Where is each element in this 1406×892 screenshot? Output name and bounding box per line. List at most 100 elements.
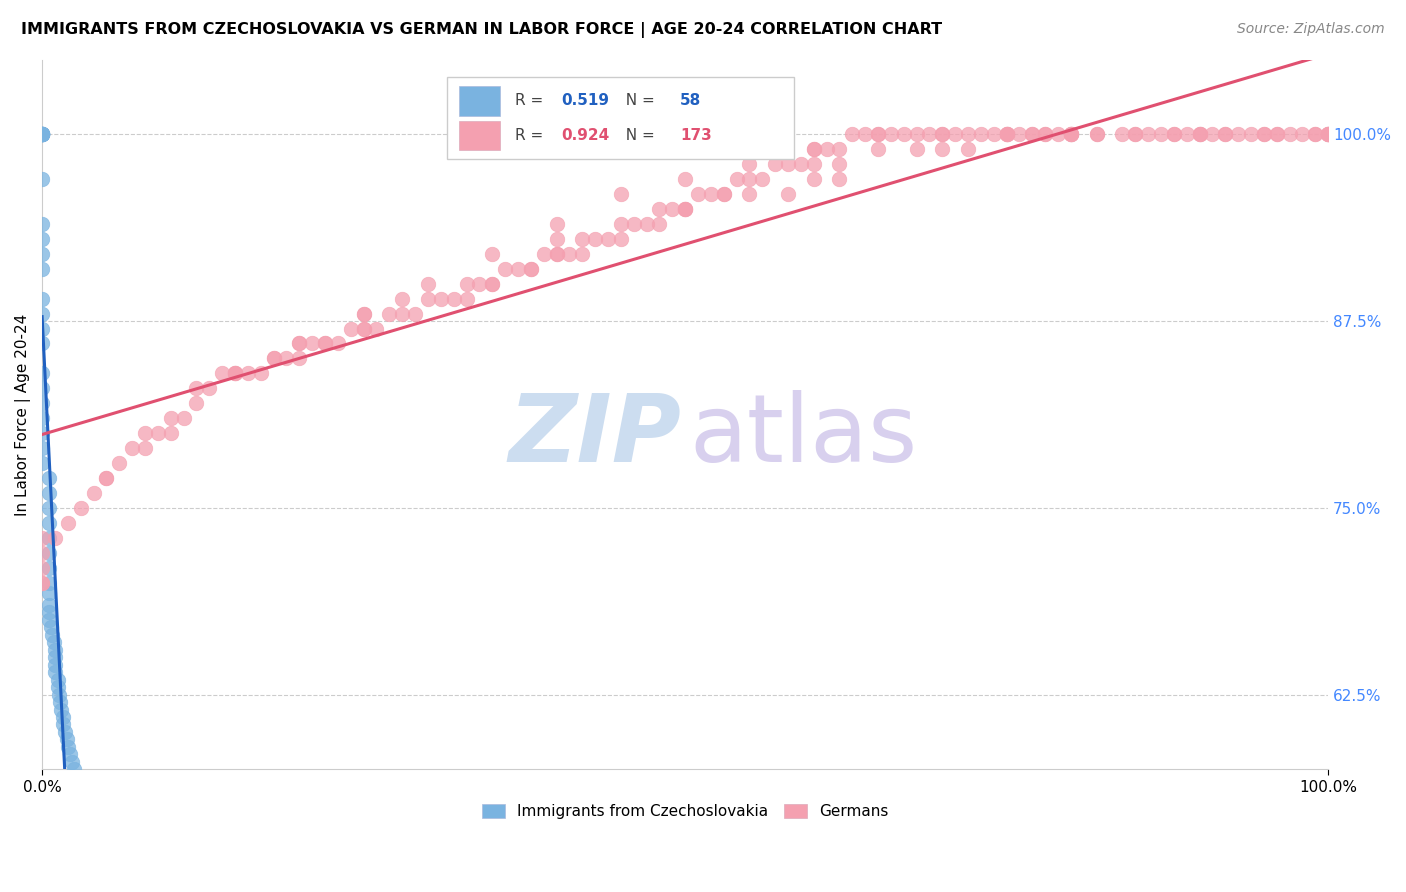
Point — [31, 128, 53, 142]
Point — [159, 411, 181, 425]
Text: ZIP: ZIP — [509, 390, 682, 482]
Point — [686, 187, 709, 202]
Text: Source: ZipAtlas.com: Source: ZipAtlas.com — [1237, 22, 1385, 37]
Point — [725, 172, 748, 186]
Point — [1021, 128, 1043, 142]
Point — [481, 277, 503, 291]
Point — [995, 128, 1018, 142]
Point — [673, 202, 696, 216]
Point — [1265, 128, 1288, 142]
Point — [957, 128, 980, 142]
Point — [506, 261, 529, 276]
Point — [263, 351, 285, 366]
Point — [1213, 128, 1236, 142]
Point — [1008, 128, 1031, 142]
Point — [49, 695, 72, 709]
Point — [1188, 128, 1211, 142]
Point — [866, 128, 889, 142]
Point — [31, 217, 53, 231]
Point — [134, 426, 156, 441]
Point — [159, 426, 181, 441]
Point — [31, 128, 53, 142]
Point — [31, 128, 53, 142]
Point — [803, 142, 825, 156]
Point — [44, 531, 66, 545]
Point — [546, 232, 568, 246]
Point — [841, 128, 863, 142]
Point — [314, 336, 336, 351]
Point — [288, 336, 311, 351]
Point — [648, 217, 671, 231]
Point — [39, 620, 62, 634]
Point — [1213, 128, 1236, 142]
Point — [1111, 128, 1133, 142]
Point — [96, 471, 118, 485]
Point — [42, 635, 65, 649]
FancyBboxPatch shape — [458, 86, 501, 116]
Point — [738, 187, 761, 202]
Point — [31, 336, 53, 351]
Point — [1317, 128, 1340, 142]
Point — [31, 367, 53, 381]
Point — [48, 688, 70, 702]
Point — [970, 128, 993, 142]
Point — [738, 172, 761, 186]
Point — [1240, 128, 1263, 142]
Point — [1163, 128, 1185, 142]
Point — [249, 367, 271, 381]
Point — [1265, 128, 1288, 142]
Point — [31, 128, 53, 142]
Point — [263, 351, 285, 366]
Point — [276, 351, 298, 366]
Point — [52, 717, 75, 731]
Point — [31, 128, 53, 142]
Point — [38, 598, 60, 612]
Point — [1033, 128, 1056, 142]
Point — [44, 642, 66, 657]
Point — [416, 292, 439, 306]
Point — [931, 128, 953, 142]
Point — [416, 277, 439, 291]
Text: 58: 58 — [681, 94, 702, 108]
Point — [803, 157, 825, 171]
Point — [815, 142, 838, 156]
Point — [776, 157, 799, 171]
Point — [38, 500, 60, 515]
Point — [828, 157, 851, 171]
Point — [1317, 128, 1340, 142]
Point — [1033, 128, 1056, 142]
Point — [790, 157, 813, 171]
Point — [314, 336, 336, 351]
Point — [1137, 128, 1160, 142]
Point — [1303, 128, 1326, 142]
Point — [751, 172, 773, 186]
Point — [700, 187, 723, 202]
Point — [46, 680, 69, 694]
Point — [326, 336, 349, 351]
Point — [623, 217, 645, 231]
Point — [31, 531, 53, 545]
Point — [905, 128, 928, 142]
Point — [96, 471, 118, 485]
Point — [31, 232, 53, 246]
Point — [146, 426, 169, 441]
Point — [880, 128, 903, 142]
Point — [44, 657, 66, 672]
Point — [31, 396, 53, 410]
Point — [533, 247, 555, 261]
Point — [1150, 128, 1173, 142]
Point — [31, 128, 53, 142]
Point — [1201, 128, 1223, 142]
Point — [83, 486, 105, 500]
Point — [520, 261, 543, 276]
Point — [1253, 128, 1275, 142]
Point — [713, 187, 735, 202]
Point — [211, 367, 233, 381]
Point — [1188, 128, 1211, 142]
Point — [610, 217, 633, 231]
Point — [38, 560, 60, 574]
Point — [38, 586, 60, 600]
Point — [186, 381, 208, 395]
Point — [31, 292, 53, 306]
Point — [803, 142, 825, 156]
